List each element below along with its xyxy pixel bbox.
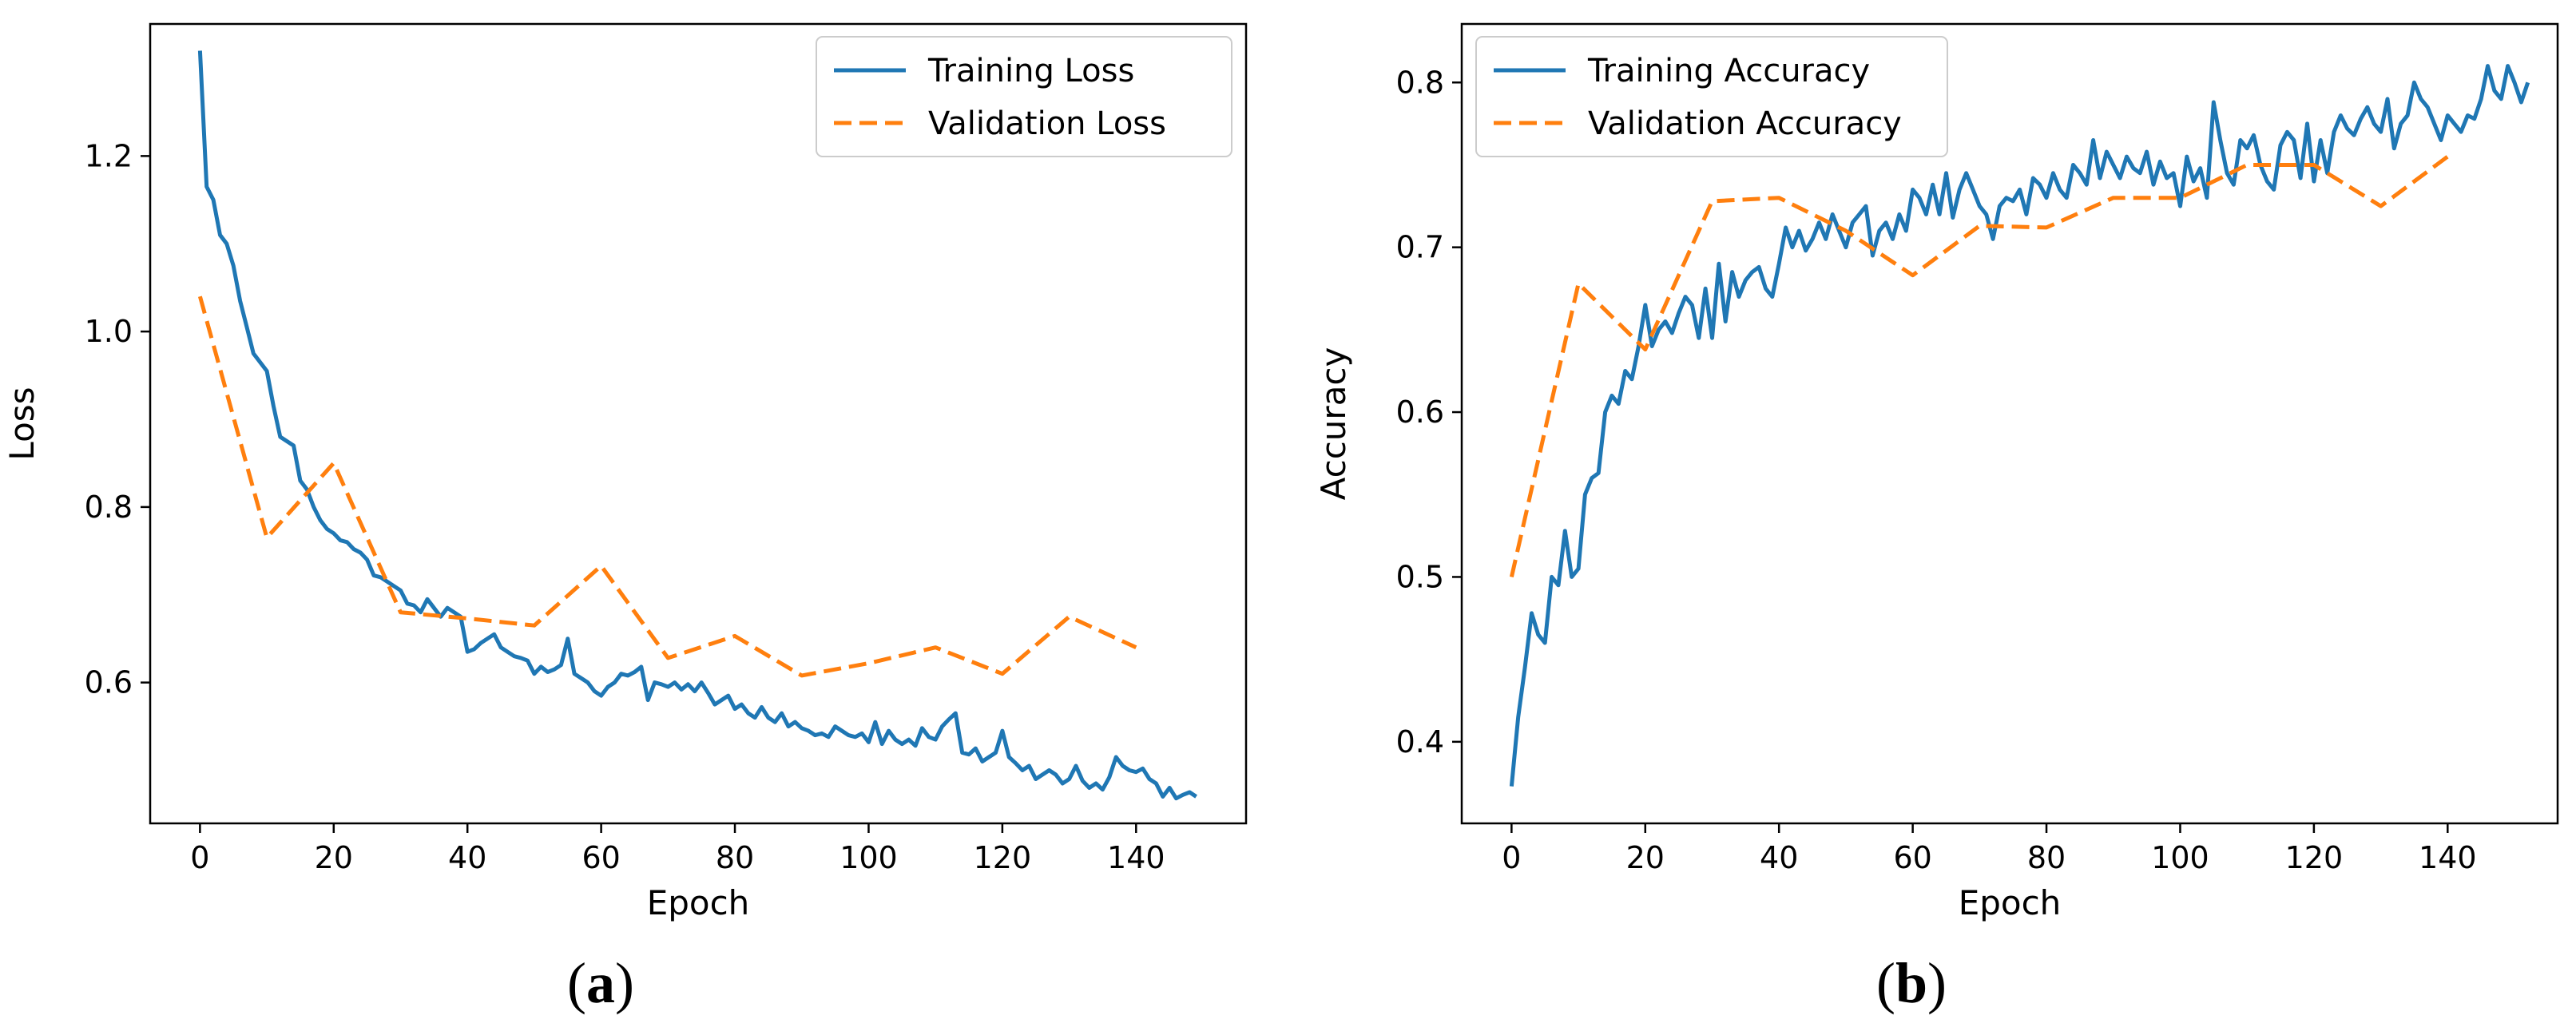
caption-b: (b) [1876,951,1947,1015]
y-axis-label-b: Accuracy [1314,347,1353,501]
y-tick-label-b: 0.6 [1396,395,1444,430]
y-axis-label-a: Loss [2,387,42,460]
series-line-a-validation [197,295,1137,678]
x-tick-label-b: 80 [2027,840,2066,875]
axes-frame-a [149,22,1248,825]
x-tick-label-b: 120 [2285,840,2344,875]
y-tick-label-b: 0.7 [1396,230,1444,265]
x-tick-label-b: 100 [2151,840,2209,875]
x-tick-label-a: 20 [315,840,353,875]
chart-panel-a: 0 20 40 60 80 100 120 140 0.6 0.8 1.0 1.2 Epoch Loss T… [2,22,1248,922]
legend-b: Training Accuracy Validation Accuracy [1475,36,1948,157]
x-tick-label-a: 120 [974,840,1032,875]
x-tick-label-a: 80 [716,840,754,875]
y-tick-label-a: 0.8 [85,490,133,525]
caption-a: (a) [567,951,634,1015]
y-tick-label-b: 0.5 [1396,559,1444,594]
legend-label-b-training: Training Accuracy [1587,53,1870,89]
x-tick-label-a: 100 [839,840,898,875]
x-tick-label-b: 140 [2419,840,2477,875]
axes-frame-b [1460,22,2559,825]
x-axis-label-b: Epoch [1959,883,2062,922]
x-tick-label-b: 40 [1760,840,1798,875]
y-tick-label-a: 1.2 [85,138,133,173]
x-tick-label-b: 60 [1893,840,1931,875]
legend-box-b [1475,36,1948,157]
legend-label-b-validation: Validation Accuracy [1588,105,1902,142]
x-tick-label-a: 0 [190,840,209,875]
series-group-a [197,50,1197,801]
x-tick-label-a: 140 [1107,840,1165,875]
x-tick-label-b: 20 [1626,840,1665,875]
series-group-b [1509,64,2530,787]
x-tick-label-a: 60 [581,840,620,875]
y-tick-label-a: 0.6 [85,665,133,700]
series-line-a-training [197,50,1197,801]
x-tick-label-a: 40 [448,840,486,875]
y-tick-label-b: 0.4 [1396,724,1444,759]
series-line-b-training [1509,64,2530,787]
x-axis-label-a: Epoch [647,883,750,922]
legend-a: Training Loss Validation Loss [816,36,1232,157]
series-line-b-validation [1509,155,2449,577]
y-tick-label-b: 0.8 [1396,65,1444,100]
legend-label-a-training: Training Loss [927,53,1134,89]
legend-label-a-validation: Validation Loss [928,105,1166,142]
chart-panel-b: 0 20 40 60 80 100 120 140 0.4 0.5 0.6 0.7 0.8 Epoch Ac… [1314,22,2559,922]
y-tick-label-a: 1.0 [85,314,133,349]
legend-box-a [816,36,1232,157]
x-tick-label-b: 0 [1502,840,1521,875]
